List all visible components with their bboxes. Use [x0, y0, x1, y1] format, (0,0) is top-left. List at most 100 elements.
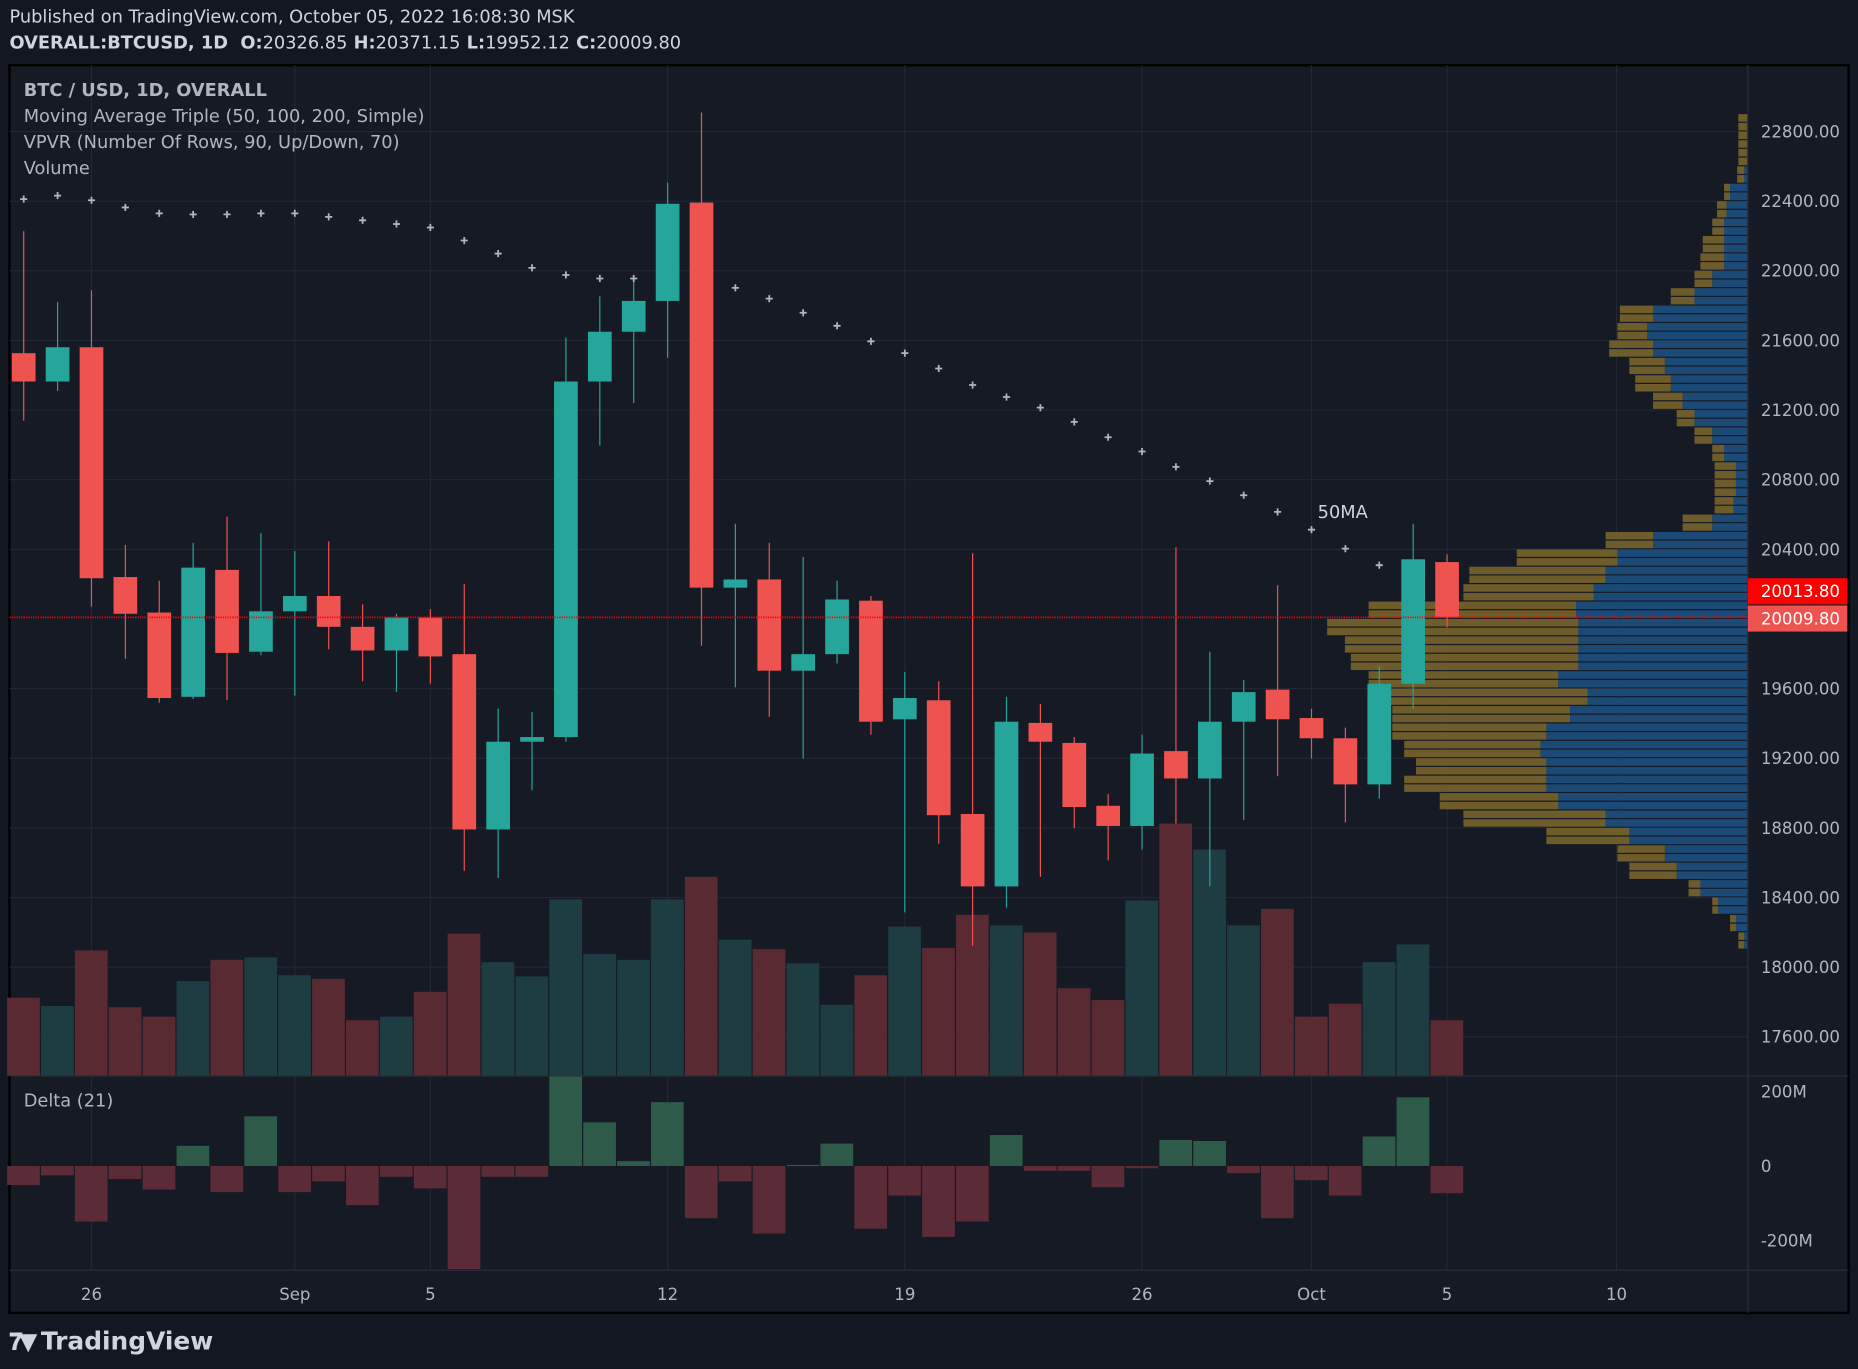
- vpvr-down-bar: [1368, 688, 1588, 697]
- legend-delta[interactable]: Delta (21): [23, 1090, 114, 1112]
- price-tick-label: 18000.00: [1761, 958, 1840, 977]
- vpvr-down-bar: [1617, 323, 1648, 331]
- vpvr-up-bar: [1712, 514, 1748, 523]
- legend-ma[interactable]: Moving Average Triple (50, 100, 200, Sim…: [23, 105, 425, 127]
- vpvr-down-bar: [1619, 305, 1654, 314]
- vpvr-up-bar: [1647, 331, 1748, 340]
- delta-bar: [447, 1165, 481, 1270]
- delta-bar: [820, 1143, 854, 1166]
- volume-bar: [718, 939, 752, 1076]
- vpvr-up-bar: [1593, 584, 1748, 592]
- ma50-point: [189, 210, 197, 218]
- vpvr-up-bar: [1682, 401, 1748, 409]
- price-label-last: 20009.80: [1761, 609, 1840, 628]
- time-axis[interactable]: 26 Sep 5 12 19 26 Oct 5 10: [81, 1285, 1627, 1304]
- vpvr-up-bar: [1558, 793, 1748, 801]
- vpvr-up-bar: [1724, 218, 1748, 227]
- candle-body: [926, 700, 951, 816]
- ma50-point: [1341, 545, 1349, 553]
- tradingview-logo[interactable]: 𝟕▼ TradingView: [9, 1327, 213, 1355]
- ma50-point: [1104, 433, 1112, 441]
- vpvr-up-bar: [1700, 880, 1748, 888]
- published-line: Published on TradingView.com, October 05…: [9, 5, 575, 28]
- candle-body: [757, 579, 782, 671]
- vpvr-down-bar: [1416, 766, 1547, 775]
- vpvr-up-bar: [1575, 610, 1748, 618]
- price-axis[interactable]: 22800.00 22400.00 22000.00 21600.00 21200.00…: [1747, 122, 1848, 1251]
- vpvr-up-bar: [1653, 531, 1748, 540]
- delta-tick-label: 200M: [1761, 1082, 1807, 1101]
- candle-body: [723, 579, 748, 588]
- vpvr-down-bar: [1344, 645, 1579, 653]
- volume-bar: [1159, 823, 1193, 1076]
- vpvr-up-bar: [1664, 854, 1748, 862]
- vpvr-down-bar: [1682, 514, 1713, 523]
- vpvr-down-bar: [1738, 932, 1745, 940]
- volume-bar: [142, 1016, 176, 1076]
- vpvr-up-bar: [1694, 296, 1748, 305]
- ma50-point: [392, 220, 401, 228]
- delta-bar: [1294, 1165, 1328, 1181]
- candle-body: [554, 381, 578, 738]
- vpvr-down-bar: [1694, 427, 1713, 436]
- vpvr-up-bar: [1546, 723, 1748, 731]
- candle-body: [689, 202, 714, 588]
- vpvr-down-bar: [1368, 601, 1576, 610]
- ma50-point: [630, 274, 638, 283]
- ma50-point: [325, 213, 333, 221]
- candle-body: [892, 698, 917, 720]
- vpvr-down-bar: [1609, 349, 1654, 357]
- price-tick-label: 19200.00: [1761, 749, 1840, 768]
- price-tick-label: 20800.00: [1761, 471, 1840, 490]
- volume-bar: [1294, 1016, 1328, 1076]
- delta-bar: [1057, 1165, 1091, 1171]
- low-label: L:: [466, 31, 486, 54]
- vpvr-up-bar: [1605, 566, 1748, 575]
- vpvr-down-bar: [1682, 523, 1713, 531]
- candle-body: [1130, 753, 1154, 826]
- ma50-point: [1002, 393, 1011, 401]
- delta-bar: [651, 1102, 684, 1166]
- vpvr-down-bar: [1712, 444, 1725, 453]
- vpvr-down-bar: [1629, 366, 1665, 375]
- vpvr-down-bar: [1416, 758, 1547, 766]
- legend-vpvr[interactable]: VPVR (Number Of Rows, 90, Up/Down, 70): [23, 131, 400, 153]
- candle-body: [1164, 751, 1188, 779]
- vpvr-down-bar: [1738, 131, 1748, 140]
- high-label: H:: [353, 31, 376, 54]
- legend-volume[interactable]: Volume: [23, 157, 90, 179]
- vpvr-down-bar: [1404, 740, 1541, 749]
- vpvr-up-bar: [1724, 444, 1748, 453]
- vpvr-up-bar: [1735, 914, 1748, 923]
- ma50-point: [257, 209, 265, 217]
- vpvr-down-bar: [1635, 375, 1671, 383]
- volume-bar: [1227, 925, 1260, 1076]
- volume-bar: [1091, 1000, 1125, 1076]
- legend-title[interactable]: BTC / USD, 1D, OVERALL: [23, 79, 267, 101]
- ma50-point: [765, 295, 773, 303]
- vpvr-up-bar: [1578, 645, 1748, 653]
- vpvr-down-bar: [1368, 671, 1559, 679]
- vpvr-up-bar: [1694, 410, 1748, 418]
- vpvr-up-bar: [1735, 471, 1748, 479]
- vpvr-down-bar: [1676, 418, 1695, 427]
- ma50-point: [833, 322, 841, 330]
- vpvr-down-bar: [1327, 618, 1579, 627]
- vpvr-up-bar: [1712, 279, 1748, 288]
- ma50-point: [1172, 463, 1180, 471]
- delta-tick-label: -200M: [1761, 1232, 1813, 1251]
- vpvr-down-bar: [1368, 679, 1559, 688]
- delta-bar: [108, 1165, 142, 1180]
- ma50-point: [155, 209, 163, 217]
- vpvr-down-bar: [1516, 549, 1618, 557]
- vpvr-down-bar: [1716, 209, 1727, 218]
- volume-bar: [210, 959, 244, 1076]
- vpvr-up-bar: [1605, 819, 1748, 827]
- volume-bar: [989, 925, 1023, 1076]
- ma50-point: [901, 349, 909, 357]
- vpvr-up-bar: [1629, 827, 1748, 836]
- candle-body: [215, 569, 239, 653]
- vpvr-up-bar: [1670, 375, 1748, 383]
- time-tick-label: 26: [1132, 1285, 1153, 1304]
